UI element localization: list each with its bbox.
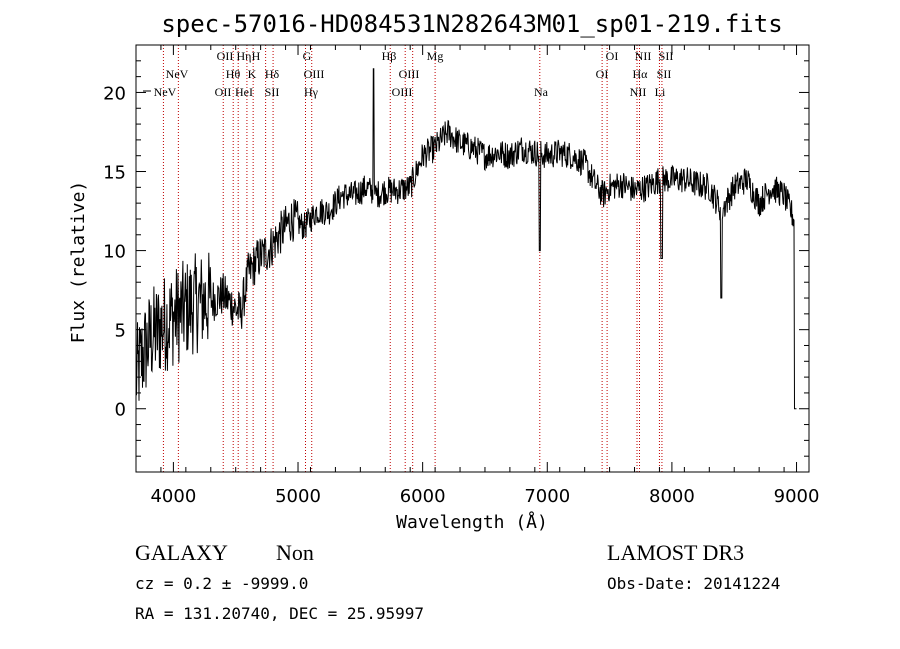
line-label: NeV [154, 85, 177, 99]
x-axis-ticks: 4000 5000 6000 7000 8000 9000 [135, 45, 820, 507]
line-label: SII [659, 49, 674, 63]
coordinates: RA = 131.20740, DEC = 25.95997 [135, 604, 424, 623]
line-label: Hγ [304, 85, 319, 99]
line-label: Hα [633, 67, 649, 81]
y-tick-label: 20 [103, 83, 126, 104]
line-label: Na [534, 85, 549, 99]
x-tick-label: 8000 [649, 486, 695, 507]
line-label: OIII [399, 67, 420, 81]
line-label: OII [217, 49, 234, 63]
y-axis-label: Flux (relative) [68, 181, 89, 344]
survey-name: LAMOST DR3 [607, 540, 745, 565]
line-label: NII [630, 85, 647, 99]
line-label: Hδ [265, 67, 280, 81]
x-tick-label: 4000 [150, 486, 196, 507]
object-class: GALAXY [135, 540, 228, 565]
line-label: Hθ [226, 67, 241, 81]
line-label: Mg [427, 49, 444, 63]
redshift-value: cz = 0.2 ± -9999.0 [135, 574, 309, 593]
y-tick-label: 5 [115, 321, 126, 342]
line-label: H [252, 49, 261, 63]
x-axis-label: Wavelength (Å) [396, 511, 548, 533]
y-tick-label: 15 [103, 163, 126, 184]
chart-title: spec-57016-HD084531N282643M01_sp01-219.f… [161, 10, 782, 38]
y-tick-label: 0 [115, 400, 126, 421]
object-subclass: Non [276, 540, 314, 565]
line-label: NeV [166, 67, 189, 81]
line-label: Hβ [382, 49, 397, 63]
line-label: OI [606, 49, 619, 63]
x-tick-label: 6000 [400, 486, 446, 507]
line-label: SII [657, 67, 672, 81]
line-label: OIII [304, 67, 325, 81]
line-label: OII [215, 85, 232, 99]
spectrum-line [135, 68, 797, 410]
line-label: HeI [235, 85, 253, 99]
spectral-line-markers [162, 45, 663, 472]
y-axis-ticks: 0 5 10 15 20 [103, 44, 809, 473]
line-label: Li [655, 85, 666, 99]
x-tick-label: 5000 [275, 486, 321, 507]
plot-frame [135, 44, 810, 473]
line-label: Hη [237, 49, 252, 63]
line-label: SII [265, 85, 280, 99]
line-label: OI [596, 67, 609, 81]
x-tick-label: 7000 [524, 486, 570, 507]
line-label: K [248, 67, 257, 81]
y-tick-label: 10 [103, 242, 126, 263]
line-label: OIII [392, 85, 413, 99]
line-label: G [303, 49, 312, 63]
line-label: NII [635, 49, 652, 63]
x-tick-label: 9000 [774, 486, 820, 507]
observation-date: Obs-Date: 20141224 [607, 574, 781, 593]
